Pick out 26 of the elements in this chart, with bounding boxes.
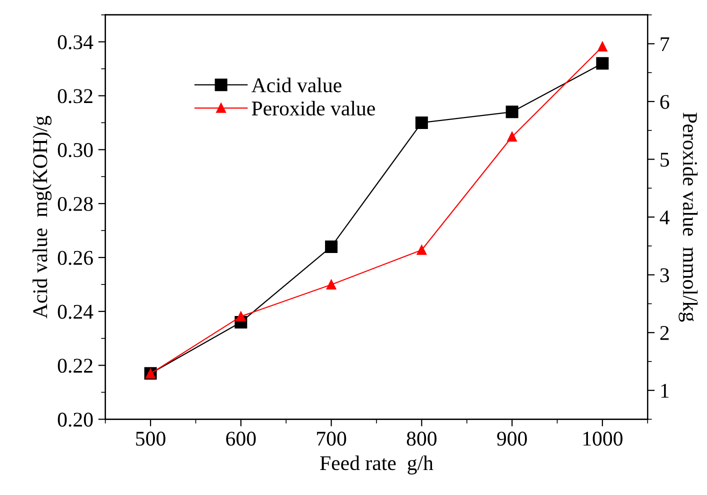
y-axis-title: Acid value mg(KOH)/g [32, 116, 52, 318]
y2-tick-label: 6 [660, 94, 670, 109]
y2-tick-label: 1 [661, 384, 669, 398]
y-tick-label: 0.28 [58, 196, 93, 212]
x-tick-label: 700 [317, 432, 346, 446]
legend-label: Peroxide value [252, 100, 375, 116]
y-tick-label: 0.26 [58, 250, 93, 266]
x-tick-label: 900 [497, 432, 527, 446]
y2-tick-label: 5 [660, 152, 670, 167]
y-tick-label: 0.30 [58, 143, 93, 158]
x-tick-label: 1000 [583, 432, 622, 446]
y-tick-label: 0.24 [58, 304, 94, 319]
y2-tick-label: 4 [660, 210, 670, 224]
y2-tick-label: 3 [660, 268, 670, 282]
y2-tick-label: 2 [660, 326, 669, 340]
x-tick-label: 600 [226, 432, 256, 446]
legend-label: Acid value [251, 78, 342, 92]
x-tick-label: 500 [136, 432, 166, 446]
x-tick-label: 800 [406, 432, 436, 446]
y2-tick-label: 7 [660, 37, 670, 51]
y-tick-label: 0.32 [58, 89, 92, 104]
y-tick-label: 0.34 [58, 35, 94, 50]
y-tick-label: 0.22 [58, 358, 92, 373]
y-tick-label: 0.20 [58, 412, 93, 427]
x-axis-title: Feed rate g/h [320, 456, 434, 474]
y2-axis-title: Peroxide value mmol/kg [678, 112, 698, 322]
